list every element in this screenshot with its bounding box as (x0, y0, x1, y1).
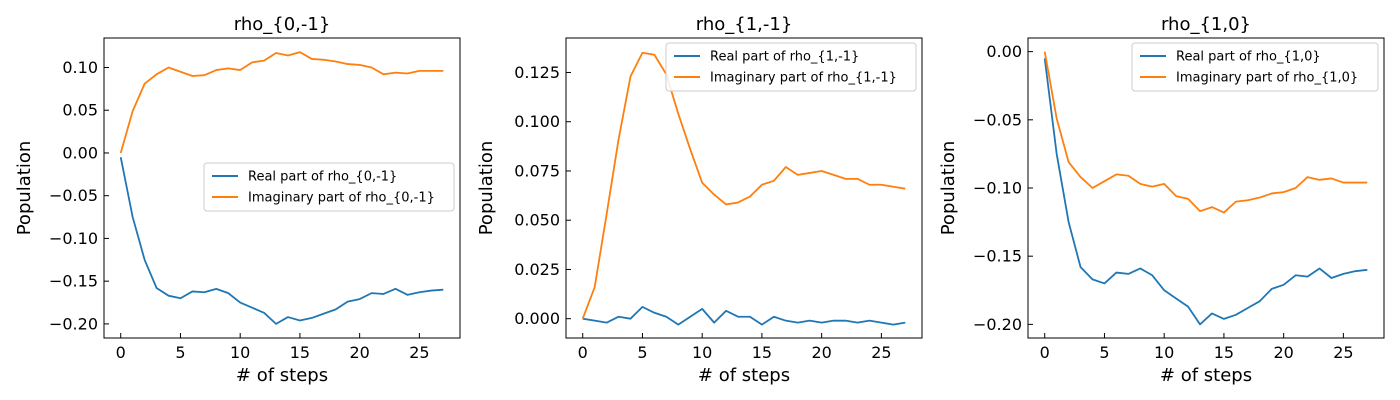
y-tick-label: 0.00 (62, 143, 98, 162)
legend-label-imaginary: Imaginary part of rho_{0,-1} (248, 191, 435, 206)
series-line-real (1043, 58, 1368, 326)
chart-panel-2: 0 5 10 15 20 25 0.000 0.025 0.050 0.075 0.100 0.125… (476, 14, 923, 386)
plot-frame (565, 37, 923, 339)
x-axis-label: # of steps (236, 365, 328, 386)
y-tick-label: −0.05 (49, 186, 98, 205)
chart-title: rho_{1,0} (1161, 14, 1251, 35)
series-line-imaginary (581, 51, 906, 320)
x-tick-label: 0 (116, 343, 126, 362)
series-line-real (582, 305, 906, 326)
x-tick-label: 5 (1099, 343, 1109, 362)
series-line-real (119, 157, 444, 325)
y-tick-label: 0.025 (514, 260, 560, 279)
x-tick-label: 25 (409, 343, 429, 362)
legend: Real part of rho_{0,-1} Imaginary part of… (203, 162, 455, 212)
x-tick-label: 20 (811, 343, 831, 362)
legend-box (1131, 42, 1379, 92)
x-tick-label: 15 (290, 343, 310, 362)
y-tick-label: −0.15 (973, 247, 1022, 266)
y-tick-label: 0.10 (62, 58, 98, 77)
legend-label-real: Real part of rho_{0,-1} (248, 170, 397, 185)
legend-label-imaginary: Imaginary part of rho_{1,-1} (710, 71, 897, 86)
legend-box (203, 162, 455, 212)
x-tick-label: 20 (1273, 343, 1293, 362)
legend: Real part of rho_{1,0} Imaginary part of … (1131, 42, 1379, 92)
chart-panel-1: 0 5 10 15 20 25 −0.20 −0.15 −0.10 −0.05 0.00 0.05 0.… (14, 14, 461, 386)
legend-label-real: Real part of rho_{1,-1} (710, 50, 859, 65)
x-tick-label: 25 (1333, 343, 1353, 362)
legend: Real part of rho_{1,-1} Imaginary part of… (665, 42, 917, 92)
legend-box (665, 42, 917, 92)
x-tick-label: 5 (637, 343, 647, 362)
x-axis-label: # of steps (698, 365, 790, 386)
chart-panel-3: 0 5 10 15 20 25 −0.20 −0.15 −0.10 −0.05 0.00 rho_{1… (938, 14, 1385, 386)
y-tick-label: 0.05 (62, 101, 98, 120)
x-tick-label: 10 (230, 343, 250, 362)
y-tick-label: −0.15 (49, 272, 98, 291)
plot-frame (103, 37, 461, 339)
y-tick-label: −0.10 (973, 179, 1022, 198)
x-tick-label: 25 (871, 343, 891, 362)
x-tick-label: 15 (1214, 343, 1234, 362)
x-tick-label: 0 (578, 343, 588, 362)
y-tick-label: 0.050 (514, 211, 560, 230)
x-tick-label: 15 (752, 343, 772, 362)
x-tick-label: 20 (349, 343, 369, 362)
y-tick-label: 0.075 (514, 161, 560, 180)
chart-title: rho_{0,-1} (234, 14, 331, 35)
x-tick-label: 0 (1040, 343, 1050, 362)
y-tick-label: 0.100 (514, 112, 560, 131)
y-tick-label: 0.000 (514, 309, 560, 328)
chart-title: rho_{1,-1} (696, 14, 793, 35)
y-axis-label: Population (476, 141, 497, 236)
x-tick-label: 10 (1154, 343, 1174, 362)
y-tick-label: −0.20 (49, 314, 98, 333)
y-tick-label: −0.05 (973, 110, 1022, 129)
series-line-imaginary (1043, 51, 1368, 214)
legend-label-real: Real part of rho_{1,0} (1176, 50, 1321, 65)
y-tick-label: 0.125 (514, 63, 560, 82)
y-axis-label: Population (14, 141, 35, 236)
x-tick-label: 10 (692, 343, 712, 362)
y-axis-label: Population (938, 141, 959, 236)
y-tick-label: −0.10 (49, 229, 98, 248)
legend-label-imaginary: Imaginary part of rho_{1,0} (1176, 71, 1358, 86)
series-line-imaginary (119, 51, 444, 154)
x-axis-label: # of steps (1160, 365, 1252, 386)
y-tick-label: −0.20 (973, 315, 1022, 334)
y-tick-label: 0.00 (986, 42, 1022, 61)
x-tick-label: 5 (175, 343, 185, 362)
